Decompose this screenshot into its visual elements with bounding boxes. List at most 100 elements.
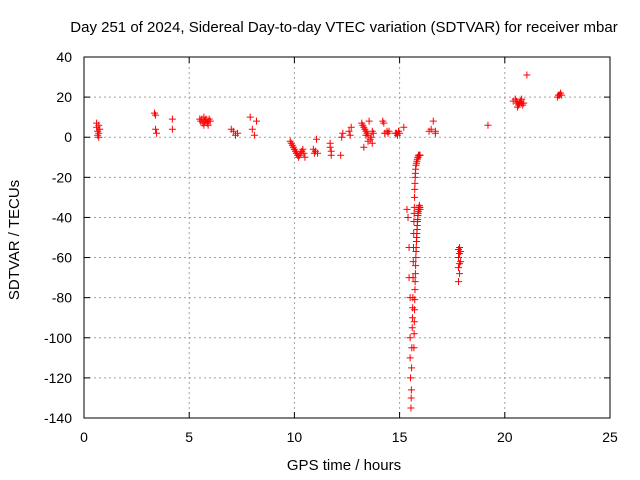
data-point — [403, 205, 411, 213]
data-point — [168, 125, 176, 133]
data-point — [299, 145, 307, 153]
data-point — [408, 364, 416, 372]
data-point — [300, 149, 308, 157]
data-point — [338, 133, 346, 141]
data-point — [427, 125, 435, 133]
plot-frame — [83, 56, 611, 419]
data-point — [410, 318, 418, 326]
data-point — [368, 139, 376, 147]
data-point — [346, 131, 354, 139]
y-tick-label: -120 — [44, 370, 72, 386]
data-point — [455, 254, 463, 262]
data-point — [456, 270, 464, 278]
data-point — [246, 113, 254, 121]
y-axis: 40 20 0 -20 -40 -60 -80 -100 -120 -140 — [44, 49, 610, 426]
data-point — [229, 127, 237, 135]
data-point — [365, 117, 373, 125]
y-tick-label: -80 — [52, 290, 72, 306]
data-point — [408, 314, 416, 322]
data-point — [248, 125, 256, 133]
data-point — [407, 374, 415, 382]
data-point — [411, 270, 419, 278]
data-point — [523, 71, 531, 79]
data-point — [204, 121, 212, 129]
data-point — [411, 185, 419, 193]
data-point — [456, 244, 464, 252]
data-point — [364, 137, 372, 145]
data-point — [455, 278, 463, 286]
y-axis-label: SDTVAR / TECUs — [6, 180, 23, 300]
data-point — [326, 143, 334, 151]
data-point — [416, 205, 424, 213]
data-point — [95, 121, 103, 129]
data-point — [95, 133, 103, 141]
chart-title: Day 251 of 2024, Sidereal Day-to-day VTE… — [70, 19, 617, 36]
data-point — [408, 324, 416, 332]
grid-lines — [84, 57, 610, 418]
data-point — [360, 143, 368, 151]
x-axis-label: GPS time / hours — [287, 457, 401, 474]
data-point — [558, 91, 566, 99]
x-tick-label: 5 — [185, 429, 193, 445]
data-point — [457, 258, 465, 266]
x-tick-label: 10 — [287, 429, 303, 445]
data-point — [337, 151, 345, 159]
data-point — [513, 103, 521, 111]
data-point — [301, 153, 309, 161]
data-point — [455, 264, 463, 272]
data-point — [312, 135, 320, 143]
x-tick-label: 15 — [392, 429, 408, 445]
data-point — [409, 274, 417, 282]
data-point — [410, 344, 418, 352]
x-tick-label: 25 — [602, 429, 618, 445]
y-tick-label: -140 — [44, 410, 72, 426]
data-point — [250, 131, 258, 139]
data-point — [368, 127, 376, 135]
data-point — [411, 278, 419, 286]
data-point — [385, 127, 393, 135]
y-tick-label: -100 — [44, 330, 72, 346]
data-point — [96, 125, 104, 133]
data-point — [347, 123, 355, 131]
data-point — [153, 129, 161, 137]
data-point — [457, 248, 465, 256]
data-point — [411, 296, 419, 304]
data-point — [412, 254, 420, 262]
data-point — [518, 95, 526, 103]
data-point — [314, 149, 322, 157]
data-point — [168, 115, 176, 123]
data-point — [407, 404, 415, 412]
y-tick-label: -40 — [52, 209, 72, 225]
x-tick-label: 0 — [80, 429, 88, 445]
data-point — [412, 262, 420, 270]
y-tick-label: -60 — [52, 250, 72, 266]
data-point — [411, 193, 419, 201]
data-point — [416, 151, 424, 159]
y-tick-label: 40 — [56, 49, 72, 65]
data-point — [520, 99, 528, 107]
y-tick-label: 20 — [56, 89, 72, 105]
data-point — [407, 394, 415, 402]
data-point — [411, 179, 419, 187]
data-point — [429, 117, 437, 125]
x-tick-label: 20 — [497, 429, 513, 445]
data-point — [411, 306, 419, 314]
y-tick-label: 0 — [64, 129, 72, 145]
data-point — [400, 123, 408, 131]
x-axis: 0 5 10 15 20 25 — [80, 57, 618, 445]
data-point — [406, 334, 414, 342]
data-point — [412, 244, 420, 252]
data-point — [345, 127, 353, 135]
data-point — [410, 330, 418, 338]
data-points — [93, 71, 566, 412]
data-point — [367, 133, 375, 141]
data-point — [339, 129, 347, 137]
data-point — [409, 258, 417, 266]
data-point — [206, 117, 214, 125]
y-tick-label: -20 — [52, 169, 72, 185]
data-point — [484, 121, 492, 129]
data-point — [406, 354, 414, 362]
data-point — [234, 129, 242, 137]
data-point — [404, 213, 412, 221]
